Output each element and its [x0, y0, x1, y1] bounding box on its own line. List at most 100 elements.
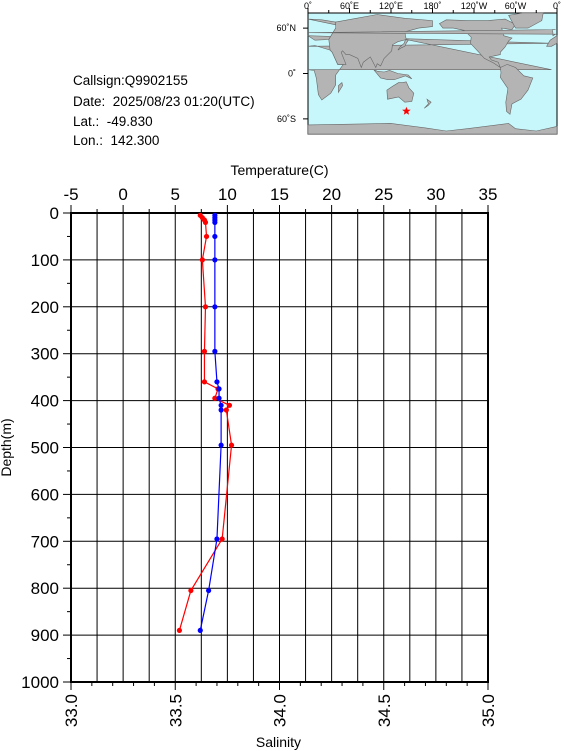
salinity-data-point	[218, 402, 224, 408]
depth-tick-label: 100	[31, 251, 59, 270]
temperature-tick-label: 20	[322, 185, 341, 204]
date-line: Date: 2025/08/23 01:20(UTC)	[73, 94, 255, 110]
depth-axis-label: Depth(m)	[0, 418, 14, 476]
plot-frame	[70, 212, 489, 683]
salinity-tick-labels: 33.0 33.5 34.0 34.5 35.0	[62, 694, 498, 727]
depth-tick-label: 200	[31, 298, 59, 317]
map-latitude-label: 0˚	[288, 69, 296, 79]
temperature-tick-label: 35	[479, 185, 498, 204]
map-longitude-label: 60˚W	[505, 1, 527, 11]
temperature-data-point	[202, 219, 209, 225]
depth-tick-label: 500	[31, 439, 59, 458]
temperature-data-point	[188, 587, 194, 594]
asia-land	[328, 14, 433, 69]
map-longitude-label: 120˚W	[461, 1, 488, 11]
depth-tick-labels: 0 100 200 300 400 500 600 700 800 900 1000	[21, 204, 59, 692]
australia-land	[386, 81, 415, 103]
latitude-value: -49.830	[106, 114, 153, 129]
map-ticks	[303, 8, 558, 120]
antarctica-land	[307, 123, 558, 135]
temperature-tick-label: 30	[426, 185, 445, 204]
map-land	[306, 12, 558, 135]
salinity-data-point	[214, 379, 220, 385]
salinity-data-point	[197, 627, 203, 634]
indonesia-land	[373, 69, 413, 80]
station-star-icon	[402, 106, 411, 115]
temperature-data-point	[201, 379, 208, 385]
temperature-tick-labels: -5 0 5 10 15 20 25 30 35	[63, 185, 497, 204]
callsign-value: Q9902155	[124, 73, 188, 88]
map-longitude-label: 0˚	[553, 1, 561, 11]
date-value: 2025/08/23 01:20(UTC)	[112, 94, 255, 109]
depth-tick-label: 900	[31, 626, 59, 645]
temperature-data-point	[201, 348, 208, 354]
temperature-tick-label: 5	[171, 185, 180, 204]
salinity-data-point	[212, 219, 218, 225]
temperature-axis-label: Temperature(C)	[230, 162, 328, 178]
world-map: 0˚ 60˚E 120˚E 180˚ 120˚W 60˚W 0˚ 60˚N 0˚ 60˚S	[276, 1, 561, 135]
temperature-data-point	[199, 257, 205, 263]
data-series	[176, 212, 235, 634]
depth-tick-label: 300	[31, 345, 59, 364]
salinity-tick-label: 34.0	[271, 694, 290, 727]
map-latitude-label: 60˚S	[277, 114, 296, 124]
map-graticule-labels: 0˚ 60˚E 120˚E 180˚ 120˚W 60˚W 0˚ 60˚N 0˚ 60˚S	[276, 1, 561, 124]
callsign-line: Callsign:Q9902155	[73, 73, 188, 89]
map-latitude-label: 60˚N	[276, 23, 296, 33]
greenland-land	[508, 12, 544, 29]
madagascar-land	[338, 82, 343, 94]
longitude-line: Lon.: 142.300	[73, 133, 159, 149]
salinity-tick-label: 33.5	[166, 694, 185, 727]
salinity-data-point	[218, 407, 224, 413]
station-marker	[402, 106, 411, 115]
salinity-data-point	[218, 442, 224, 448]
temperature-data-point	[228, 442, 235, 448]
latitude-label: Lat.:	[73, 114, 100, 129]
map-longitude-label: 60˚E	[340, 1, 359, 11]
temperature-tick-label: 0	[118, 185, 127, 204]
temperature-tick-label: 15	[270, 185, 289, 204]
salinity-axis-label: Salinity	[256, 734, 301, 750]
salinity-data-point	[212, 348, 218, 354]
salinity-data-point	[212, 304, 218, 310]
temperature-profile-line	[178, 214, 233, 631]
depth-tick-label: 1000	[21, 673, 59, 692]
temperature-tick-label: -5	[63, 185, 78, 204]
depth-tick-label: 700	[31, 532, 59, 551]
map-longitude-label: 120˚E	[379, 1, 403, 11]
salinity-data-point	[214, 536, 220, 542]
salinity-data-point	[212, 233, 218, 240]
uk-land	[307, 29, 557, 37]
japan-land	[397, 39, 409, 51]
salinity-data-point	[206, 587, 212, 594]
depth-tick-label: 800	[31, 579, 59, 598]
temperature-data-point	[203, 233, 210, 240]
south-america-land	[499, 64, 534, 115]
temperature-data-point	[223, 407, 229, 413]
temperature-tick-label: 25	[374, 185, 393, 204]
temperature-data-point	[219, 536, 225, 542]
depth-tick-label: 600	[31, 485, 59, 504]
callsign-label: Callsign:	[73, 73, 125, 88]
longitude-label: Lon.:	[73, 133, 104, 148]
temperature-data-point	[176, 627, 183, 634]
temperature-tick-label: 10	[218, 185, 237, 204]
longitude-value: 142.300	[110, 133, 160, 148]
depth-tick-label: 400	[31, 392, 59, 411]
salinity-data-point	[216, 386, 222, 392]
salinity-tick-label: 33.0	[62, 694, 81, 727]
salinity-tick-label: 35.0	[479, 694, 498, 727]
temperature-data-point	[212, 395, 218, 401]
temperature-data-point	[202, 304, 209, 310]
salinity-data-point	[212, 257, 218, 263]
date-label: Date:	[73, 94, 106, 109]
chart-grid	[71, 213, 488, 682]
temperature-data-point	[226, 402, 233, 408]
nz-land	[423, 98, 432, 109]
map-longitude-label: 180˚	[423, 1, 441, 11]
salinity-data-point	[216, 395, 222, 401]
latitude-line: Lat.: -49.830	[73, 114, 153, 130]
salinity-tick-label: 34.5	[375, 694, 394, 727]
iberia-land	[546, 35, 558, 47]
